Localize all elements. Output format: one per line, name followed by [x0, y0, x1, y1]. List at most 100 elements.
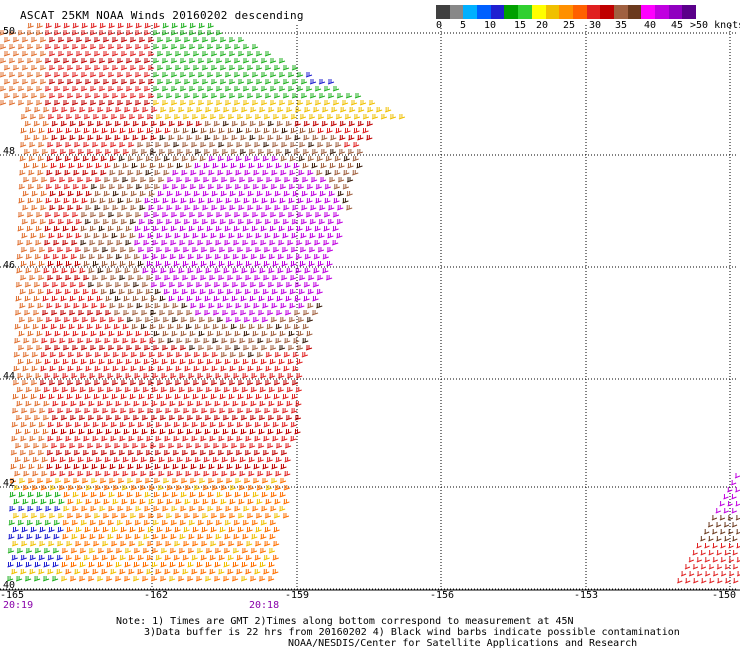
wind-barb: [48, 51, 56, 57]
wind-barb: [30, 219, 37, 225]
wind-barb: [73, 450, 81, 456]
wind-barb: [123, 135, 130, 141]
wind-barb: [106, 240, 114, 246]
wind-barb: [17, 226, 24, 232]
wind-barb: [129, 37, 137, 43]
wind-barb: [260, 100, 268, 106]
wind-barb: [139, 499, 146, 505]
wind-barb: [48, 527, 55, 533]
wind-barb: [196, 240, 204, 246]
wind-barb: [160, 387, 167, 393]
wind-barb: [216, 492, 223, 498]
wind-barb: [162, 506, 169, 512]
wind-barb: [108, 198, 115, 204]
wind-barb: [166, 485, 173, 491]
wind-barb: [237, 65, 245, 71]
wind-barb: [704, 529, 710, 535]
wind-barb: [310, 177, 318, 183]
wind-barb: [728, 571, 735, 577]
wind-barb: [163, 156, 170, 162]
wind-barb: [267, 576, 275, 582]
wind-barb: [92, 555, 99, 561]
wind-barb: [199, 275, 207, 281]
wind-barb: [44, 86, 52, 92]
wind-barb: [166, 177, 174, 183]
wind-barb: [68, 443, 76, 449]
wind-barb: [152, 30, 160, 36]
wind-barb: [323, 86, 331, 92]
wind-barb: [59, 471, 66, 477]
wind-barb: [235, 275, 243, 281]
wind-barb: [104, 149, 112, 155]
wind-barb: [44, 72, 52, 78]
wind-barb: [29, 247, 37, 253]
wind-barb: [230, 457, 237, 463]
wind-barb: [125, 72, 133, 78]
wind-barb: [265, 177, 273, 183]
wind-barb: [71, 373, 78, 379]
wind-barb: [14, 310, 22, 316]
wind-barb: [142, 548, 150, 554]
wind-barb: [136, 450, 144, 456]
wind-barb: [249, 107, 257, 113]
wind-barb: [309, 93, 317, 99]
wind-barb: [207, 506, 214, 512]
wind-barb: [96, 107, 104, 113]
wind-barb: [225, 478, 233, 484]
wind-barb: [154, 464, 161, 470]
wind-barb: [115, 548, 123, 554]
wind-barb: [221, 471, 228, 477]
wind-barb: [353, 114, 361, 120]
wind-barb: [260, 373, 267, 379]
wind-barb: [26, 44, 34, 50]
wind-barb: [155, 408, 163, 414]
wind-barb: [207, 492, 214, 498]
wind-barb: [233, 86, 241, 92]
wind-barb: [194, 163, 201, 169]
wind-barb: [100, 275, 108, 281]
wind-barb: [56, 114, 64, 120]
wind-barb: [66, 527, 73, 533]
wind-barb: [229, 191, 236, 197]
wind-barb: [54, 184, 61, 190]
wind-barb: [151, 254, 158, 260]
wind-barb: [182, 408, 190, 414]
wind-barb: [108, 492, 115, 498]
wind-barb: [177, 415, 185, 421]
wind-barb: [137, 422, 144, 428]
wind-barb: [89, 72, 97, 78]
wind-barb: [67, 485, 74, 491]
wind-barb: [326, 128, 333, 134]
wind-barb: [320, 163, 327, 169]
wind-barb: [311, 149, 319, 155]
wind-barb: [74, 422, 81, 428]
wind-barb: [253, 142, 261, 148]
wind-barb: [269, 345, 277, 351]
wind-barb: [166, 191, 173, 197]
wind-barb: [140, 471, 147, 477]
wind-barb: [146, 436, 153, 442]
wind-barb: [232, 401, 239, 407]
wind-barb: [179, 226, 186, 232]
wind-barb: [129, 527, 136, 533]
wind-barb: [30, 513, 38, 519]
wind-barb: [103, 366, 110, 372]
wind-barb: [250, 254, 257, 260]
wind-barb: [66, 37, 74, 43]
wind-barb: [159, 107, 167, 113]
wind-barb: [231, 576, 239, 582]
wind-barb: [26, 212, 34, 218]
wind-barb: [248, 163, 255, 169]
wind-barb: [100, 450, 108, 456]
wind-barb: [278, 359, 285, 365]
wind-barb: [27, 478, 35, 484]
wind-barb: [182, 247, 190, 253]
wind-barb: [32, 457, 39, 463]
wind-barb: [297, 331, 304, 337]
lat-label-42: 42: [3, 478, 16, 489]
wind-barb: [209, 114, 217, 120]
wind-barb: [201, 394, 208, 400]
wind-barb: [93, 513, 101, 519]
wind-barb: [54, 23, 61, 29]
wind-barb: [152, 345, 160, 351]
